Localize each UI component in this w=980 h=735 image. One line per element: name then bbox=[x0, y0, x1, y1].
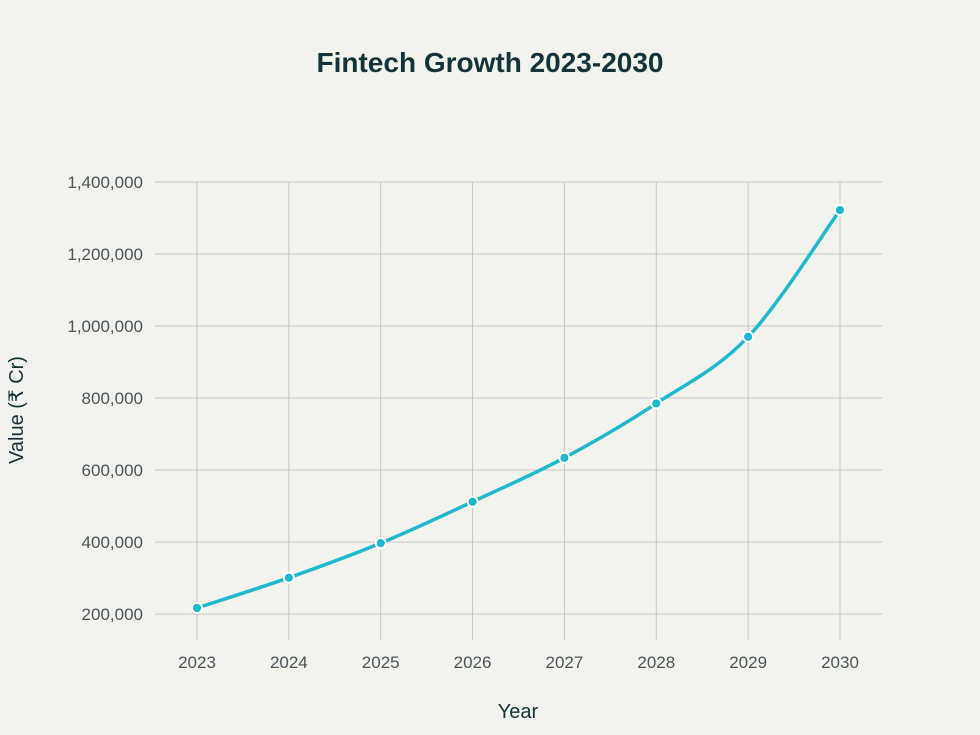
x-tick-label: 2024 bbox=[270, 653, 308, 672]
x-tick-label: 2027 bbox=[546, 653, 584, 672]
y-tick-label: 1,000,000 bbox=[67, 317, 143, 336]
x-tick-label: 2025 bbox=[362, 653, 400, 672]
series-line bbox=[195, 208, 842, 610]
y-tick-label: 1,200,000 bbox=[67, 245, 143, 264]
x-tick-label: 2028 bbox=[637, 653, 675, 672]
chart-title: Fintech Growth 2023-2030 bbox=[316, 47, 663, 78]
data-point[interactable] bbox=[834, 204, 846, 216]
y-tick-label: 200,000 bbox=[82, 605, 143, 624]
y-tick-label: 600,000 bbox=[82, 461, 143, 480]
x-axis-ticks: 2023 2024 2025 2026 2027 2028 2029 2030 bbox=[178, 653, 859, 672]
data-point[interactable] bbox=[374, 537, 387, 550]
data-point[interactable] bbox=[650, 397, 663, 410]
x-axis-label: Year bbox=[498, 701, 539, 723]
data-point[interactable] bbox=[466, 495, 479, 508]
x-tick-label: 2030 bbox=[821, 653, 859, 672]
y-axis-label: Value (₹ Cr) bbox=[6, 356, 28, 464]
data-point[interactable] bbox=[191, 602, 203, 614]
grid bbox=[155, 181, 882, 640]
y-tick-label: 400,000 bbox=[82, 533, 143, 552]
series-layer bbox=[191, 204, 846, 614]
y-tick-label: 1,400,000 bbox=[67, 173, 143, 192]
y-tick-label: 800,000 bbox=[82, 389, 143, 408]
data-point[interactable] bbox=[558, 451, 571, 464]
data-point[interactable] bbox=[282, 571, 295, 584]
x-tick-label: 2026 bbox=[454, 653, 492, 672]
x-tick-label: 2023 bbox=[178, 653, 216, 672]
y-axis-ticks: 200,000 400,000 600,000 800,000 1,000,000 1,2… bbox=[67, 173, 143, 624]
x-tick-label: 2029 bbox=[729, 653, 767, 672]
data-point[interactable] bbox=[742, 330, 755, 343]
